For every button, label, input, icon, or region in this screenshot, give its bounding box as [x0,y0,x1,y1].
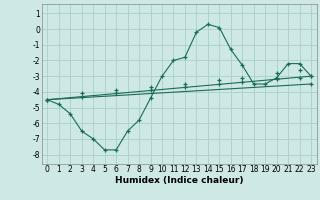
X-axis label: Humidex (Indice chaleur): Humidex (Indice chaleur) [115,176,244,185]
